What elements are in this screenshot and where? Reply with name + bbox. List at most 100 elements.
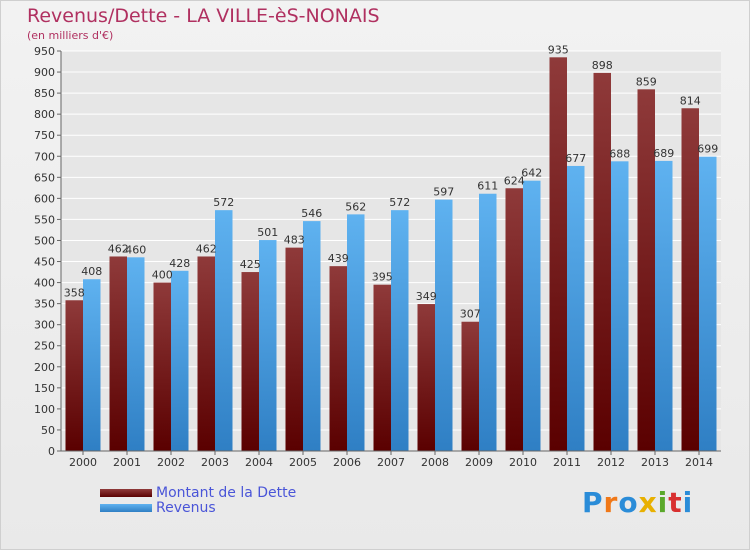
bar-revenus: [391, 210, 409, 451]
bar-revenus: [479, 193, 497, 451]
chart-subtitle: (en milliers d'€): [27, 29, 114, 42]
bar-revenus: [567, 165, 585, 451]
y-tick-label: 700: [34, 150, 55, 163]
y-tick-label: 0: [48, 445, 55, 458]
logo-letter: P: [582, 486, 604, 519]
bars: [65, 57, 717, 452]
data-label-revenus: 460: [125, 243, 146, 256]
y-tick-label: 50: [41, 424, 55, 437]
y-axis: 0 50 100 150 200 250 300 350 400 450 500 550 600 650 7…: [34, 45, 61, 458]
data-label-revenus: 572: [213, 196, 234, 209]
data-label-dette: 425: [240, 258, 261, 271]
x-tick-label: 2000: [69, 456, 97, 469]
logo-letter: x: [638, 486, 658, 519]
x-tick-label: 2005: [289, 456, 317, 469]
bar-dette: [241, 272, 259, 451]
data-label-dette: 859: [636, 75, 657, 88]
bar-dette: [637, 89, 655, 451]
data-label-dette: 400: [152, 269, 173, 282]
bar-revenus: [171, 270, 189, 451]
bar-revenus: [127, 257, 145, 451]
bar-revenus: [699, 156, 717, 451]
y-tick-label: 950: [34, 45, 55, 58]
bar-revenus: [655, 160, 673, 452]
data-label-revenus: 572: [389, 196, 410, 209]
data-label-dette: 935: [548, 43, 569, 56]
legend-label-dette: Montant de la Dette: [156, 485, 297, 501]
x-tick-label: 2011: [553, 456, 581, 469]
legend-label-revenus: Revenus: [156, 500, 216, 516]
bar-dette: [549, 57, 567, 451]
data-labels: 3584084624604004284625724255014835464395…: [64, 43, 719, 320]
bar-revenus: [347, 214, 365, 451]
legend: Montant de la Dette Revenus: [100, 485, 360, 516]
bar-dette: [681, 108, 699, 452]
y-tick-label: 750: [34, 129, 55, 142]
y-tick-label: 900: [34, 66, 55, 79]
x-tick-label: 2012: [597, 456, 625, 469]
bar-dette: [329, 266, 347, 451]
x-tick-label: 2001: [113, 456, 141, 469]
data-label-revenus: 642: [521, 167, 542, 180]
x-tick-label: 2013: [641, 456, 669, 469]
data-label-revenus: 699: [697, 143, 718, 156]
y-tick-label: 450: [34, 256, 55, 269]
x-tick-label: 2002: [157, 456, 185, 469]
data-label-dette: 307: [460, 308, 481, 321]
x-tick-label: 2009: [465, 456, 493, 469]
x-axis: 2000 2001 2002 2003 2004 2005 2006 2007 2008 2009…: [69, 451, 713, 469]
bar-dette: [109, 256, 127, 451]
bar-revenus: [259, 240, 277, 451]
data-label-dette: 814: [680, 94, 701, 107]
logo-letter: t: [668, 486, 683, 519]
logo-letter: i: [657, 486, 669, 519]
y-tick-label: 250: [34, 340, 55, 353]
data-label-dette: 358: [64, 286, 85, 299]
y-tick-label: 350: [34, 298, 55, 311]
data-label-dette: 483: [284, 234, 305, 247]
data-label-revenus: 611: [477, 180, 498, 193]
data-label-dette: 349: [416, 290, 437, 303]
x-tick-label: 2014: [685, 456, 713, 469]
proxiti-logo: Proxiti: [582, 486, 693, 519]
bar-dette: [65, 300, 83, 451]
logo-letter: i: [682, 486, 694, 519]
y-tick-label: 300: [34, 319, 55, 332]
bar-revenus: [83, 279, 101, 451]
bar-dette: [197, 256, 215, 451]
data-label-dette: 624: [504, 174, 525, 187]
legend-swatch-dette: [100, 489, 152, 497]
data-label-revenus: 546: [301, 207, 322, 220]
bar-dette: [153, 282, 171, 451]
data-label-revenus: 428: [169, 257, 190, 270]
x-tick-label: 2010: [509, 456, 537, 469]
data-label-dette: 439: [328, 252, 349, 265]
y-tick-label: 850: [34, 87, 55, 100]
bar-dette: [461, 321, 479, 451]
legend-item-dette: Montant de la Dette: [100, 485, 360, 501]
y-tick-label: 650: [34, 171, 55, 184]
y-tick-label: 400: [34, 277, 55, 290]
bar-dette: [373, 284, 391, 451]
y-tick-label: 500: [34, 234, 55, 247]
bar-dette: [285, 247, 303, 451]
x-tick-label: 2007: [377, 456, 405, 469]
bar-dette: [593, 72, 611, 451]
logo-letter: r: [603, 486, 619, 519]
bar-revenus: [215, 210, 233, 451]
y-tick-label: 550: [34, 213, 55, 226]
bar-dette: [417, 304, 435, 451]
x-tick-label: 2008: [421, 456, 449, 469]
y-tick-label: 150: [34, 382, 55, 395]
y-tick-label: 200: [34, 361, 55, 374]
data-label-dette: 898: [592, 59, 613, 72]
bar-revenus: [523, 180, 541, 451]
data-label-revenus: 677: [565, 152, 586, 165]
bar-revenus: [435, 199, 453, 451]
legend-item-revenus: Revenus: [100, 500, 360, 516]
chart-title: Revenus/Dette - LA VILLE-èS-NONAIS: [27, 5, 380, 27]
legend-swatch-revenus: [100, 504, 152, 512]
y-tick-label: 100: [34, 403, 55, 416]
bar-revenus: [611, 161, 629, 451]
